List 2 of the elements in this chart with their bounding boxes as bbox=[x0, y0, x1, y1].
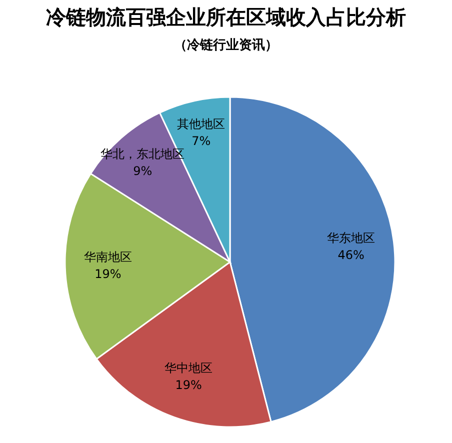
title: 冷链物流百强企业所在区域收入占比分析 bbox=[45, 4, 407, 31]
subtitle: （冷链行业资讯） bbox=[173, 37, 279, 54]
